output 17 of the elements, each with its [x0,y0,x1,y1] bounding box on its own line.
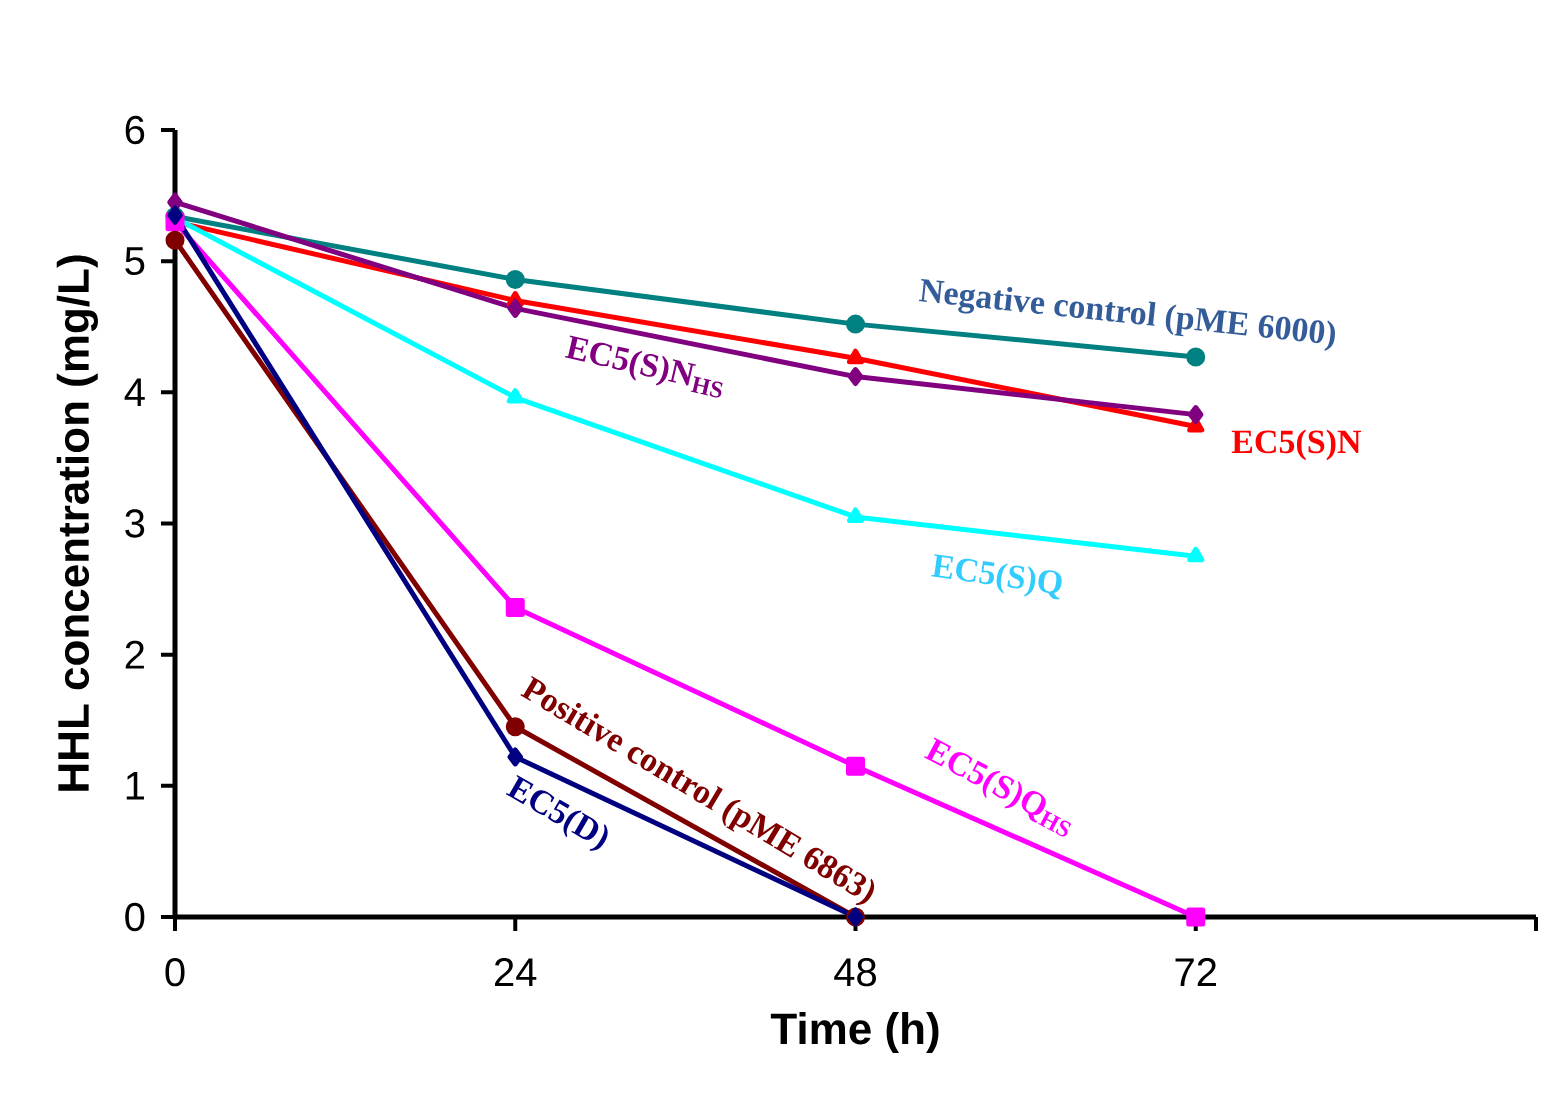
y-axis-title: HHL concentration (mg/L) [56,255,98,791]
x-tick-label: 48 [834,958,877,987]
x-tick-label: 24 [495,958,537,986]
y-tick-label: 4 [124,378,145,407]
x-tick-label: 72 [1175,958,1216,986]
text: Negative control (pME 6000) [918,278,1335,352]
y-tick-label: 5 [125,247,145,276]
y-tick-label: 1 [126,772,144,800]
y-tick-label: 0 [125,902,145,932]
x-axis-title: Time (h) [770,1012,939,1054]
text: EC5(S)N$_{HS}$ [564,335,723,398]
text: EC5(S)Q [931,554,1062,600]
y-tick-label: 3 [125,509,145,538]
x-tick-label: 0 [165,958,185,987]
series-label: EC5(S)N [1231,429,1362,461]
y-tick-label: 6 [125,115,145,145]
y-tick-label: 2 [125,640,144,669]
